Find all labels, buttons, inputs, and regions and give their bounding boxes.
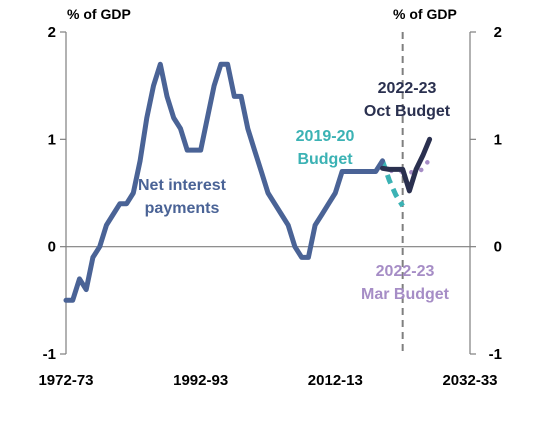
right-axis-unit-label: % of GDP [393, 6, 457, 22]
annotation-label: Net interest [138, 177, 227, 194]
annotation-label: payments [145, 200, 220, 217]
x-tick-label: 1992-93 [173, 372, 228, 389]
annotation-label: Mar Budget [361, 286, 450, 303]
annotation-label: Budget [297, 151, 353, 168]
x-tick-label: 1972-73 [38, 372, 93, 389]
y-tick-label-right: 0 [494, 239, 502, 256]
series-line-net-interest-payments [63, 61, 385, 303]
series-line-2022-23-oct-budget [380, 136, 433, 194]
annotation-label: 2022-23 [378, 80, 437, 97]
y-tick-label-left: 1 [48, 131, 56, 148]
annotation-label: 2019-20 [296, 128, 355, 145]
annotation-label: Oct Budget [364, 103, 451, 120]
left-axis-unit-label: % of GDP [67, 6, 131, 22]
y-tick-label-right: 1 [494, 131, 502, 148]
y-tick-label-right: -1 [489, 346, 502, 363]
y-tick-label-left: 0 [48, 239, 56, 256]
x-tick-label: 2032-33 [442, 372, 497, 389]
annotation-label: 2022-23 [376, 263, 435, 280]
y-tick-label-left: 2 [48, 24, 56, 41]
x-tick-label: 2012-13 [308, 372, 363, 389]
y-tick-label-left: -1 [43, 346, 56, 363]
y-tick-label-right: 2 [494, 24, 502, 41]
